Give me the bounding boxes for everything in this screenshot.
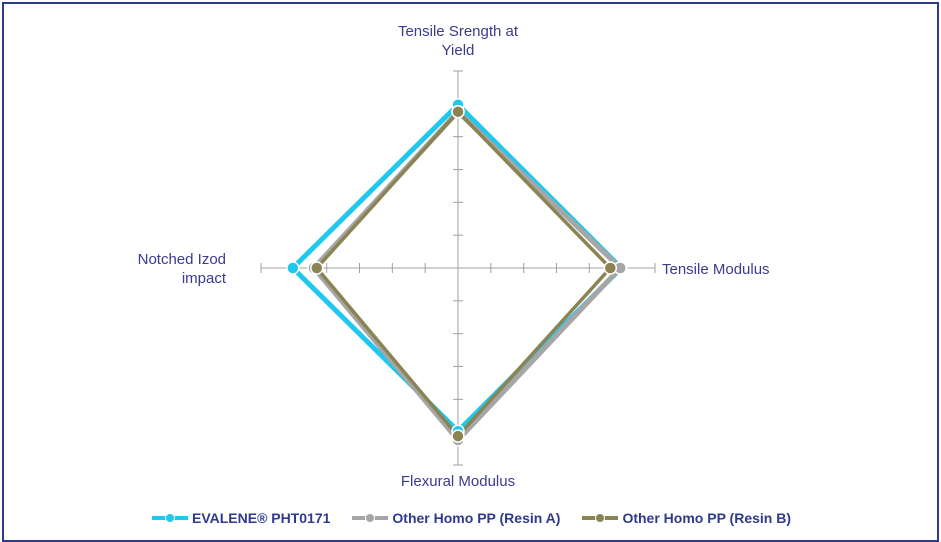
legend-item-0: EVALENE® PHT0171 (150, 510, 330, 526)
axis-label-2: Flexural Modulus (401, 473, 515, 490)
legend: EVALENE® PHT0171 Other Homo PP (Resin A) O… (0, 510, 941, 526)
legend-item-1: Other Homo PP (Resin A) (350, 510, 560, 526)
radar-chart: Tensile Srength at Yield Tensile Modulus Fl… (138, 23, 770, 490)
legend-marker-icon (582, 513, 619, 523)
series-point-2-3 (310, 261, 324, 275)
series-line-2 (314, 109, 613, 439)
axis-label-1: Tensile Modulus (662, 261, 770, 278)
legend-label-2: Other Homo PP (Resin B) (622, 510, 791, 526)
axis-label-0: Tensile Srength at Yield (398, 23, 519, 59)
series-point-2-2 (451, 429, 465, 443)
series-point-2-0 (451, 104, 465, 119)
legend-label-0: EVALENE® PHT0171 (191, 510, 331, 526)
axis-label-3: Notched Izod impact (138, 251, 227, 287)
series-point-2-1 (603, 261, 618, 275)
series-line-1 (310, 108, 624, 444)
series-point-0-3 (286, 261, 300, 275)
legend-item-2: Other Homo PP (Resin B) (580, 510, 791, 526)
legend-marker-icon (352, 513, 389, 523)
legend-label-1: Other Homo PP (Resin A) (392, 510, 561, 526)
legend-marker-icon (151, 513, 188, 523)
